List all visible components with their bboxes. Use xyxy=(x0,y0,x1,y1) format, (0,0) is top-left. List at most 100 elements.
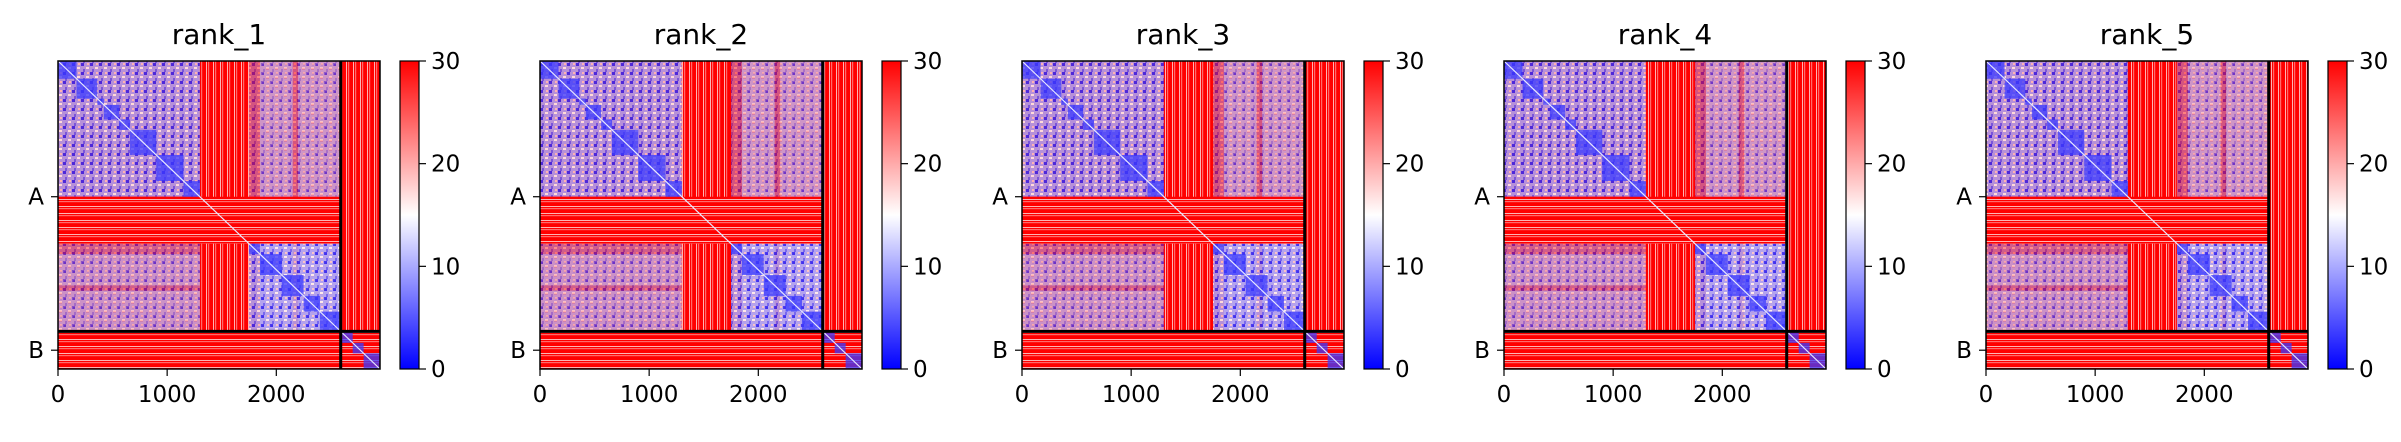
x-tick-label: 2000 xyxy=(247,382,306,408)
high-error-band-row-1 xyxy=(1022,331,1344,369)
axes-frame xyxy=(57,60,381,370)
high-error-band-row-0 xyxy=(58,196,380,244)
low-error-region-cross-lower xyxy=(1504,243,1646,332)
chain-label-B: B xyxy=(992,338,1008,364)
colorbar-tick-label: 0 xyxy=(431,357,446,383)
low-error-region-cross-lower xyxy=(1986,243,2128,332)
colorbar-tick-label: 30 xyxy=(431,49,460,75)
colorbar-tick-label: 10 xyxy=(2359,254,2388,280)
high-error-band-row-0 xyxy=(1986,196,2308,244)
colorbar-gradient xyxy=(1845,60,1866,370)
colorbar-tick-label: 0 xyxy=(1395,357,1410,383)
high-error-band-col-1 xyxy=(340,61,380,369)
colorbar-tick-label: 20 xyxy=(2359,152,2388,178)
panel-title: rank_2 xyxy=(654,18,748,51)
x-tick-label: 2000 xyxy=(1693,382,1752,408)
high-error-band-col-1 xyxy=(822,61,862,369)
axes-frame xyxy=(1503,60,1827,370)
colorbar-tick-label: 10 xyxy=(431,254,460,280)
colorbar-tick-label: 30 xyxy=(2359,49,2388,75)
low-error-region-cross-upper xyxy=(1213,61,1305,197)
x-tick-label: 2000 xyxy=(2175,382,2234,408)
high-error-band-col-1 xyxy=(2268,61,2308,369)
diagonal-line xyxy=(1503,60,1827,370)
chain-label-A: A xyxy=(992,185,1008,211)
low-error-region-cross-lower xyxy=(58,243,200,332)
colorbar-tick-label: 10 xyxy=(913,254,942,280)
high-error-band-row-0 xyxy=(1022,196,1344,244)
low-error-region-cross-lower xyxy=(540,243,682,332)
colorbar-tick-label: 20 xyxy=(913,152,942,178)
panel-title: rank_4 xyxy=(1618,18,1712,51)
high-error-band-row-0 xyxy=(540,196,862,244)
chain-label-B: B xyxy=(510,338,526,364)
colorbar-tick-label: 30 xyxy=(1395,49,1424,75)
colorbar: 0 10 20 30 xyxy=(399,49,460,383)
colorbar-gradient xyxy=(1363,60,1384,370)
colorbar: 0 10 20 30 xyxy=(2327,49,2388,383)
colorbar: 0 10 20 30 xyxy=(1845,49,1906,383)
x-tick-label: 0 xyxy=(533,382,548,408)
x-tick-label: 1000 xyxy=(138,382,197,408)
high-error-band-row-1 xyxy=(1504,331,1826,369)
chain-label-A: A xyxy=(1956,185,1972,211)
chain-label-B: B xyxy=(1474,338,1490,364)
colorbar-gradient xyxy=(399,60,420,370)
diagonal-line xyxy=(57,60,381,370)
x-tick-label: 1000 xyxy=(1102,382,1161,408)
high-error-band-row-1 xyxy=(540,331,862,369)
panel-title: rank_3 xyxy=(1136,18,1230,51)
axes-frame xyxy=(1985,60,2309,370)
x-tick-label: 1000 xyxy=(1584,382,1643,408)
low-error-region-cross-upper xyxy=(249,61,341,197)
x-tick-label: 1000 xyxy=(2066,382,2125,408)
colorbar-gradient xyxy=(2327,60,2348,370)
low-error-region-cross-upper xyxy=(731,61,823,197)
diagonal-line xyxy=(1021,60,1345,370)
colorbar-tick-label: 0 xyxy=(2359,357,2374,383)
axes-frame xyxy=(1021,60,1345,370)
diagonal-line xyxy=(539,60,863,370)
panel-title: rank_5 xyxy=(2100,18,2194,51)
colorbar-gradient xyxy=(881,60,902,370)
colorbar-tick-label: 20 xyxy=(431,152,460,178)
colorbar-tick-label: 0 xyxy=(1877,357,1892,383)
high-error-band-col-1 xyxy=(1786,61,1826,369)
low-error-region-cross-lower xyxy=(1022,243,1164,332)
colorbar: 0 10 20 30 xyxy=(881,49,942,383)
colorbar-tick-label: 30 xyxy=(913,49,942,75)
x-tick-label: 0 xyxy=(51,382,66,408)
high-error-band-row-0 xyxy=(1504,196,1826,244)
colorbar-tick-label: 10 xyxy=(1395,254,1424,280)
low-error-region-cross-upper xyxy=(1695,61,1787,197)
panel-title: rank_1 xyxy=(172,18,266,51)
chain-label-B: B xyxy=(28,338,44,364)
colorbar-tick-label: 0 xyxy=(913,357,928,383)
axes-frame xyxy=(539,60,863,370)
x-tick-label: 1000 xyxy=(620,382,679,408)
chain-label-A: A xyxy=(1474,185,1490,211)
high-error-band-col-1 xyxy=(1304,61,1344,369)
chain-label-A: A xyxy=(510,185,526,211)
high-error-band-row-1 xyxy=(1986,331,2308,369)
x-tick-label: 0 xyxy=(1979,382,1994,408)
chain-label-A: A xyxy=(28,185,44,211)
colorbar-tick-label: 10 xyxy=(1877,254,1906,280)
chain-label-B: B xyxy=(1956,338,1972,364)
low-error-region-cross-upper xyxy=(2177,61,2269,197)
colorbar-tick-label: 30 xyxy=(1877,49,1906,75)
x-tick-label: 2000 xyxy=(1211,382,1270,408)
colorbar-tick-label: 20 xyxy=(1877,152,1906,178)
colorbar-tick-label: 20 xyxy=(1395,152,1424,178)
x-tick-label: 2000 xyxy=(729,382,788,408)
diagonal-line xyxy=(1985,60,2309,370)
x-tick-label: 0 xyxy=(1497,382,1512,408)
x-tick-label: 0 xyxy=(1015,382,1030,408)
high-error-band-row-1 xyxy=(58,331,380,369)
